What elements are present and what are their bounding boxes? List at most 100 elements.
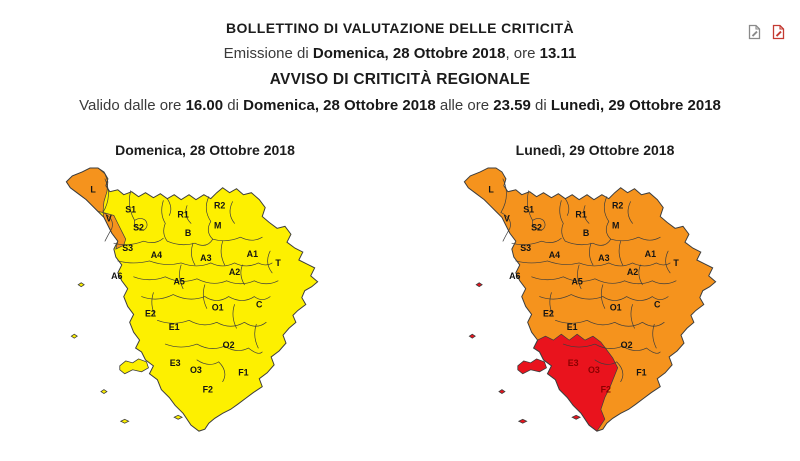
tuscany-map-monday: L S1 V S2 R1 R2 M B S3 A4 A3 A1 T A2 A6 A5 E2 O1 C E1 O2 E3 O3… [463,167,717,432]
zone-label-A4: A4 [151,250,162,260]
zone-label-B: B [185,228,192,238]
zone-border [205,196,214,240]
export-pdf-icon[interactable] [771,24,786,40]
zone-label-A5: A5 [571,277,582,287]
zone-border [539,294,604,300]
zone-border [665,250,671,274]
zone-label-O2: O2 [223,340,235,350]
zone-label-A2: A2 [229,267,240,277]
zone-label-R1: R1 [177,209,188,219]
text-segment: Lunedì, 29 Ottobre 2018 [550,97,721,114]
zone-label-O3: O3 [588,365,600,375]
zone-border [603,196,612,240]
zone-border [166,238,214,246]
zone-label-A6: A6 [509,271,520,281]
zone-border [622,345,661,354]
region-outline [65,167,319,432]
zone-border [500,212,511,242]
zone-label-E2: E2 [543,308,554,318]
zone-border [218,361,226,383]
zone-label-E1: E1 [169,322,180,332]
zone-label-A3: A3 [598,253,609,263]
island [70,333,78,339]
highlight-lunigiana [65,167,109,213]
island [119,358,149,375]
zone-label-V: V [504,213,510,223]
zone-label-F2: F2 [203,385,213,395]
zone-label-L: L [90,185,96,195]
zone-border [600,284,606,309]
zone-border [226,280,279,285]
region-base [464,167,716,432]
text-segment: , ore [505,45,540,62]
island [475,282,483,288]
island [498,389,506,395]
zone-border [555,319,616,326]
zone-label-A1: A1 [247,249,258,259]
zone-label-A2: A2 [627,267,638,277]
text-segment: 23.59 [493,97,531,114]
zone-label-F1: F1 [238,368,248,378]
zone-border [229,201,235,224]
zone-border [161,200,168,242]
zone-label-C: C [256,299,263,309]
zone-border [151,292,156,317]
zone-label-B: B [583,228,590,238]
zone-label-O2: O2 [621,340,633,350]
zone-border [232,304,237,329]
zone-border [527,190,533,221]
zone-label-M: M [612,220,619,230]
zone-border [166,198,172,216]
zone-border [134,218,148,231]
zone-border [141,294,206,300]
island [571,414,581,420]
zone-label-C: C [654,299,661,309]
zone-label-A5: A5 [173,277,184,287]
text-segment: alle ore [435,97,494,114]
zone-border [630,304,635,329]
zone-border [532,218,546,231]
zone-border [129,190,135,221]
zone-border [624,280,677,285]
zone-label-O1: O1 [610,302,622,312]
island [119,418,130,424]
zone-label-A1: A1 [645,249,656,259]
zone-border [179,264,184,290]
zone-label-A4: A4 [549,250,560,260]
text-segment: Emissione di [223,45,313,62]
zone-border [164,343,225,349]
zone-border [224,345,263,354]
region-outline [463,167,717,432]
zone-border [610,236,661,242]
zone-border [117,260,212,267]
validity-line: Valido dalle ore 16.00 di Domenica, 28 O… [0,97,800,114]
island [173,414,183,420]
zone-border [608,262,671,267]
region-base [66,167,318,432]
zone-border [594,359,618,365]
zone-label-E3: E3 [170,358,181,368]
island [77,282,85,288]
zone-label-S3: S3 [122,243,133,253]
zone-border [212,236,263,242]
map-monday-title: Lunedì, 29 Ottobre 2018 [515,142,675,158]
zone-border [220,240,225,266]
text-segment: Domenica, 28 Ottobre 2018 [243,97,436,114]
zone-border [102,178,109,213]
zone-label-E2: E2 [145,308,156,318]
zone-border [627,201,633,224]
zone-label-S1: S1 [125,204,136,214]
island [100,389,108,395]
zone-border [113,237,164,246]
zone-label-S2: S2 [133,222,144,232]
notice-title: AVVISO DI CRITICITÀ REGIONALE [269,71,531,88]
zone-label-R2: R2 [612,201,623,211]
zone-border [577,264,582,290]
zone-label-E3: E3 [568,358,579,368]
zone-label-S3: S3 [520,243,531,253]
export-doc-icon[interactable] [747,24,762,40]
zone-label-R2: R2 [214,201,225,211]
zone-border [185,205,192,224]
zone-border [531,276,625,284]
